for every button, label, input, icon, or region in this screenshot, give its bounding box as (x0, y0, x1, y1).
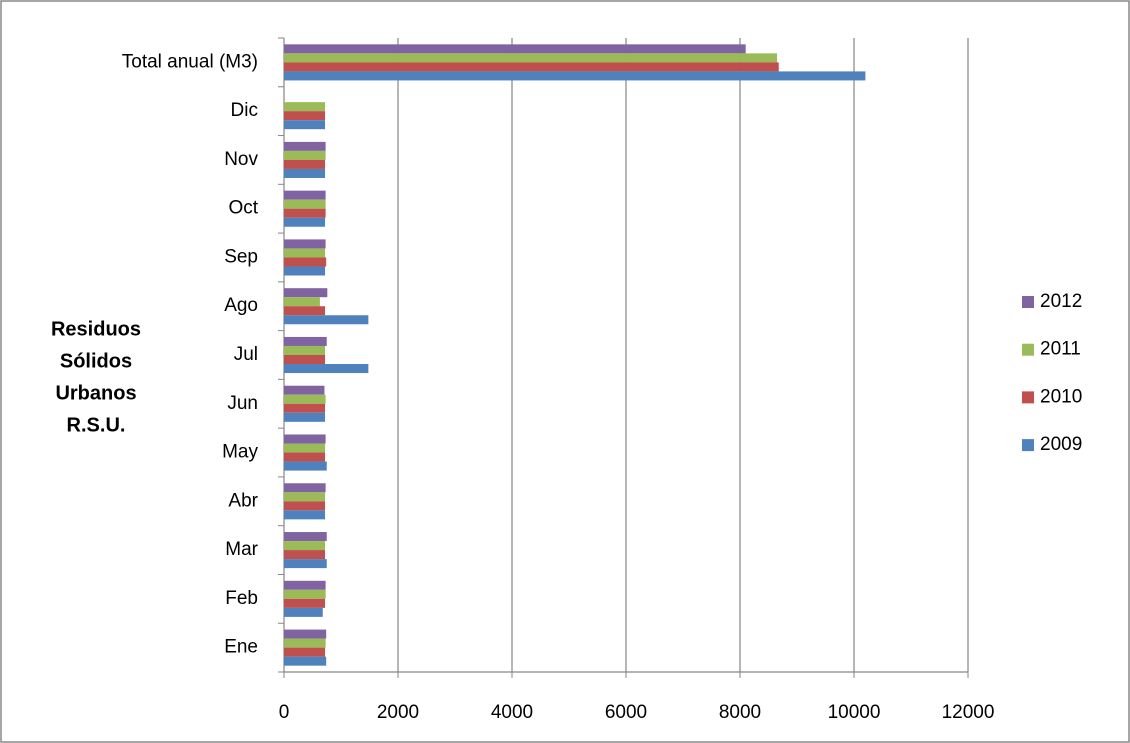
y-tick-label: Feb (225, 588, 258, 609)
bar (284, 217, 326, 227)
y-tick-label: Ene (224, 637, 258, 658)
legend-swatch (1022, 439, 1034, 452)
bar (284, 345, 326, 355)
x-tick-label: 12000 (942, 702, 995, 723)
legend-label: 2012 (1040, 291, 1082, 312)
bar (284, 120, 326, 130)
bar (284, 208, 326, 218)
bar (284, 297, 320, 307)
legend-swatch (1022, 391, 1034, 404)
bar (284, 385, 325, 395)
bar (284, 532, 327, 542)
bar (284, 168, 326, 178)
y-tick-label: Mar (225, 539, 258, 560)
bar (284, 403, 326, 413)
y-tick-label: Jun (227, 393, 258, 414)
bar (284, 550, 326, 560)
bar (284, 541, 326, 551)
bar (284, 607, 323, 617)
bar (284, 315, 369, 325)
x-tick-label: 4000 (491, 702, 533, 723)
bar (284, 355, 326, 365)
y-tick-label: Dic (231, 100, 258, 121)
bar (284, 656, 327, 666)
bar (284, 452, 326, 462)
y-axis-title: Urbanos (55, 382, 136, 404)
bar (284, 638, 326, 648)
bar (284, 288, 328, 298)
bar (284, 434, 326, 444)
bar (284, 589, 326, 599)
y-tick-label: May (222, 442, 258, 463)
bar (284, 510, 326, 520)
x-tick-label: 0 (279, 702, 290, 723)
bar (284, 629, 327, 639)
x-tick-label: 10000 (828, 702, 881, 723)
bar (284, 248, 326, 258)
bar (284, 364, 369, 374)
bar (284, 150, 326, 160)
legend-swatch (1022, 343, 1034, 356)
y-tick-label: Jul (234, 344, 258, 365)
legend-label: 2011 (1040, 339, 1081, 360)
bar (284, 102, 326, 112)
bar (284, 412, 326, 422)
bar (284, 492, 326, 502)
bar (284, 443, 326, 453)
bar (284, 159, 326, 169)
x-tick-label: 6000 (605, 702, 647, 723)
bar (284, 580, 326, 590)
bar (284, 461, 327, 471)
x-tick-label: 8000 (719, 702, 761, 723)
bar (284, 111, 326, 121)
y-axis-title: Sólidos (60, 350, 132, 372)
bar (284, 306, 326, 316)
bar (284, 62, 779, 72)
bar (284, 483, 326, 493)
y-tick-label: Abr (228, 490, 258, 511)
bar (284, 199, 326, 209)
y-tick-label: Ago (224, 295, 258, 316)
y-tick-label: Nov (224, 149, 258, 170)
bar (284, 501, 326, 511)
y-tick-label: Total anual (M3) (122, 51, 258, 72)
bar (284, 336, 327, 346)
y-tick-label: Oct (228, 198, 258, 219)
bar (284, 598, 326, 608)
bar (284, 394, 326, 404)
legend-label: 2009 (1040, 434, 1082, 455)
bar (284, 257, 327, 267)
bar (284, 559, 327, 569)
bar (284, 266, 326, 276)
bar (284, 71, 866, 81)
y-axis-title: Residuos (51, 318, 141, 340)
bar (284, 44, 746, 54)
bar (284, 190, 326, 200)
bar (284, 647, 326, 657)
y-tick-label: Sep (224, 246, 258, 267)
y-axis-title: R.S.U. (67, 414, 126, 436)
bar (284, 239, 326, 249)
bar (284, 53, 778, 63)
legend-swatch (1022, 296, 1034, 308)
legend-label: 2010 (1040, 386, 1082, 407)
bar (284, 141, 326, 151)
x-tick-label: 2000 (377, 702, 419, 723)
